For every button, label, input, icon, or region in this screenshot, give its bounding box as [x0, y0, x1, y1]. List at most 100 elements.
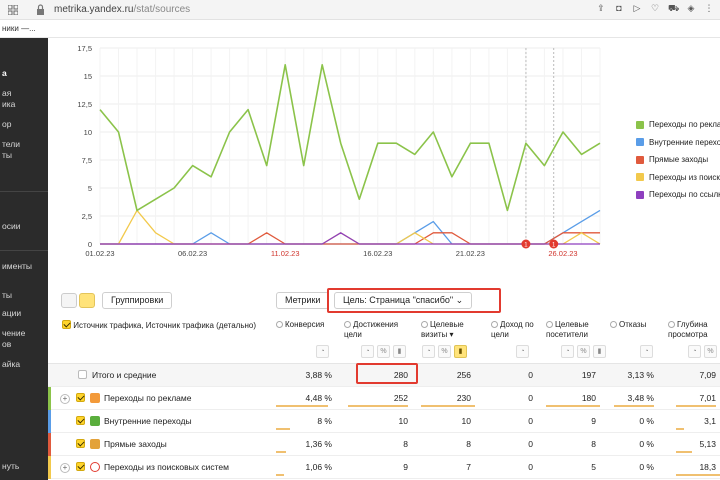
table-row[interactable]: Внутренние переходы 8 % 10 10 0 9 0 % 3,…	[48, 410, 720, 433]
legend-label: Переходы по ссылкам на сайтах	[649, 190, 720, 200]
legend-item-links[interactable]: Переходы по ссылкам на сайтах	[636, 186, 720, 204]
pie-view-icon[interactable]: ◔	[688, 345, 701, 358]
row-label[interactable]: Переходы по рекламе	[104, 393, 192, 403]
apps-grid-icon[interactable]	[8, 5, 18, 15]
pie-view-icon[interactable]: ◔	[640, 345, 653, 358]
cell-depth: 3,1	[704, 416, 716, 426]
goal-highlight-frame	[327, 288, 501, 313]
sidebar-item-1[interactable]: ая	[2, 88, 12, 98]
info-icon	[491, 321, 498, 328]
column-header-conversion[interactable]: Конверсия	[276, 320, 334, 330]
row-color-strip	[48, 410, 51, 433]
x-tick-label: 01.02.23	[85, 249, 114, 258]
cell-goal-revenue: 0	[528, 416, 533, 426]
chart-legend: Переходы по рекламе Внутренние переходы …	[636, 116, 720, 204]
column-title: Отказы	[619, 320, 647, 329]
column-header-goal-reaches[interactable]: Достижения цели	[344, 320, 406, 340]
table-row[interactable]: Прямые заходы 1,36 % 8 8 0 8 0 % 5,13	[48, 433, 720, 456]
groupings-button[interactable]: Группировки	[102, 292, 173, 309]
sidebar-item-5[interactable]: ты	[2, 150, 13, 160]
sort-desc-icon: ▾	[449, 330, 454, 339]
play-icon[interactable]: ▷	[633, 3, 641, 13]
row-label[interactable]: Прямые заходы	[104, 439, 167, 449]
column-header-goal-visitors[interactable]: Целевые посетители	[546, 320, 608, 340]
pie-view-icon[interactable]: ◔	[361, 345, 374, 358]
column-header-bounces[interactable]: Отказы	[610, 320, 658, 330]
camera-icon[interactable]: ◘	[616, 3, 622, 13]
row-checkbox[interactable]	[76, 393, 85, 402]
column-title: Целевые посетители	[546, 320, 589, 339]
depth-bar	[676, 451, 692, 453]
row-label[interactable]: Переходы из поисковых систем	[104, 462, 229, 472]
sidebar-item-2[interactable]: ика	[2, 99, 16, 109]
table-row[interactable]: + Переходы по рекламе 4,48 % 252 230 0 1…	[48, 387, 720, 410]
row-checkbox[interactable]	[76, 439, 85, 448]
sidebar-divider	[0, 191, 48, 192]
row-label[interactable]: Внутренние переходы	[104, 416, 192, 426]
legend-item-direct[interactable]: Прямые заходы	[636, 151, 720, 169]
y-tick-label: 10	[84, 128, 92, 137]
bar-view-icon[interactable]: ▮	[593, 345, 606, 358]
expand-icon[interactable]: +	[60, 394, 70, 404]
column-view-icons: ◔	[316, 345, 329, 358]
sidebar-item-11[interactable]: ов	[2, 339, 12, 349]
conversion-bar	[276, 405, 328, 407]
pie-view-icon[interactable]: ◔	[561, 345, 574, 358]
sidebar-item-0[interactable]: а	[2, 68, 7, 78]
sidebar-item-6[interactable]: осии	[2, 221, 21, 231]
select-all-checkbox[interactable]	[62, 320, 71, 329]
view-chart-toggle[interactable]	[79, 293, 95, 308]
info-icon	[610, 321, 617, 328]
heart-icon[interactable]: ♡	[650, 3, 660, 13]
share-icon[interactable]: ⇪	[597, 3, 605, 13]
legend-item-ads[interactable]: Переходы по рекламе	[636, 116, 720, 134]
cart-icon[interactable]: ⛟	[668, 3, 680, 13]
bar-view-icon[interactable]: ▮	[454, 345, 467, 358]
y-tick-label: 2,5	[82, 212, 92, 221]
row-checkbox[interactable]	[76, 416, 85, 425]
metrics-button[interactable]: Метрики	[276, 292, 330, 309]
sidebar-item-4[interactable]: тели	[2, 139, 20, 149]
dimension-header[interactable]: Источник трафика, Источник трафика (дета…	[62, 320, 272, 331]
sidebar-item-13[interactable]: нуть	[2, 461, 20, 471]
cell-conversion: 8 %	[317, 416, 332, 426]
conversion-bar	[276, 474, 284, 476]
pie-view-icon[interactable]: ◔	[516, 345, 529, 358]
row-checkbox[interactable]	[76, 462, 85, 471]
sidebar-item-12[interactable]: айка	[2, 359, 21, 369]
y-tick-label: 15	[84, 72, 92, 81]
sidebar-item-3[interactable]: ор	[2, 119, 12, 129]
expand-icon[interactable]: +	[60, 463, 70, 473]
table-row[interactable]: + Переходы из поисковых систем 1,06 % 9 …	[48, 456, 720, 479]
annotation-marker	[521, 239, 531, 249]
legend-item-internal[interactable]: Внутренние переходы	[636, 134, 720, 152]
sidebar-item-9[interactable]: ации	[2, 308, 22, 318]
row-label: Итого и средние	[92, 370, 157, 380]
menu-icon[interactable]: ⋮	[704, 3, 714, 13]
sidebar-item-8[interactable]: ты	[2, 290, 13, 300]
sidebar-divider	[0, 250, 48, 251]
tab-title[interactable]: ники —...	[2, 24, 36, 33]
extension-icon[interactable]: ◈	[687, 3, 695, 13]
percent-view-icon[interactable]: %	[377, 345, 390, 358]
pie-view-icon[interactable]: ◔	[422, 345, 435, 358]
goal-select[interactable]: Цель: Страница "спасибо" ⌄	[334, 292, 473, 309]
row-checkbox[interactable]	[78, 370, 87, 379]
cell-goal-revenue: 0	[528, 439, 533, 449]
annotation-marker	[549, 239, 559, 249]
cell-conversion: 3,88 %	[305, 370, 332, 380]
legend-item-search[interactable]: Переходы из поисковых систем	[636, 169, 720, 187]
bar-view-icon[interactable]: ▮	[393, 345, 406, 358]
column-header-goal-revenue[interactable]: Доход по цели	[491, 320, 537, 340]
percent-view-icon[interactable]: %	[438, 345, 451, 358]
sidebar-item-10[interactable]: чение	[2, 328, 26, 338]
table-row-total: Итого и средние 3,88 % 280 256 0 197 3,1…	[48, 364, 720, 387]
column-header-goal-visits[interactable]: Целевые визиты ▾	[421, 320, 475, 340]
column-header-depth[interactable]: Глубина просмотра	[668, 320, 720, 340]
pie-view-icon[interactable]: ◔	[316, 345, 329, 358]
sidebar-item-7[interactable]: именты	[2, 261, 33, 271]
percent-view-icon[interactable]: %	[577, 345, 590, 358]
percent-view-icon[interactable]: %	[704, 345, 717, 358]
view-list-toggle[interactable]	[61, 293, 77, 308]
url-text[interactable]: metrika.yandex.ru/stat/sources	[54, 4, 191, 15]
